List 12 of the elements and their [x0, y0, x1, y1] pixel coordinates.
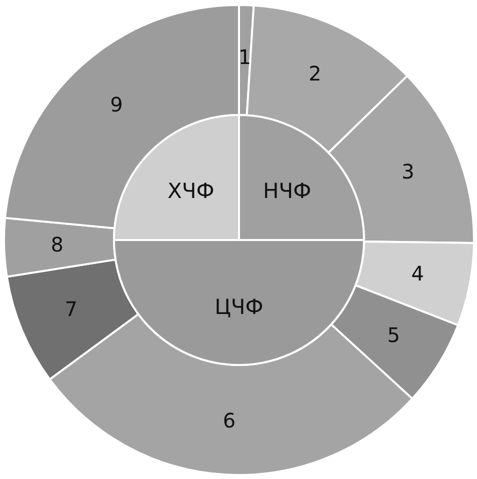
slice-label: 1	[238, 45, 252, 70]
slice-label: 6	[222, 408, 236, 433]
slice-label: 2	[308, 62, 322, 86]
slice-label: ЦЧФ	[214, 295, 264, 319]
slice-label: 5	[387, 323, 400, 348]
slice-label: 9	[110, 92, 123, 116]
slice-label: НЧФ	[262, 178, 312, 203]
slice-label: 4	[411, 262, 424, 286]
slice-label: 8	[50, 232, 64, 257]
slice-label: 7	[64, 297, 78, 322]
slice-label: ХЧФ	[167, 178, 214, 203]
slice-label: 3	[402, 159, 414, 184]
